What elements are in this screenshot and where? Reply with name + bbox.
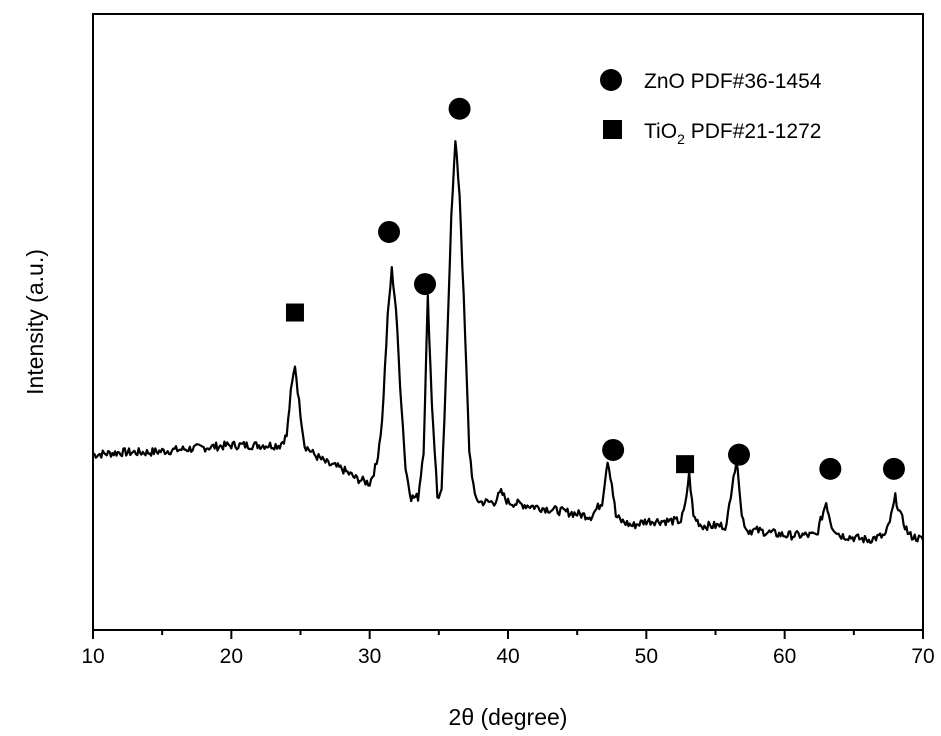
x-axis-tick-labels: 10 20 30 40 50 60 70 xyxy=(81,645,934,668)
zno-peak-marker xyxy=(819,457,842,480)
zno-peak-marker xyxy=(602,438,625,461)
plot-frame xyxy=(92,13,924,631)
legend-circle-icon xyxy=(600,69,622,91)
x-tick-label: 10 xyxy=(81,645,104,668)
zno-peak-marker xyxy=(728,443,751,466)
peak-markers xyxy=(285,97,905,480)
x-axis-title: 2θ (degree) xyxy=(449,704,568,730)
x-axis-ticks xyxy=(92,630,924,639)
legend-label-zno: ZnO PDF#36-1454 xyxy=(644,70,822,93)
zno-peak-marker xyxy=(448,97,471,120)
x-tick-label: 70 xyxy=(911,645,934,668)
tio2-peak-marker xyxy=(285,303,304,322)
xrd-pattern-line xyxy=(92,140,925,544)
x-tick-label: 30 xyxy=(358,645,381,668)
legend-square-icon xyxy=(603,120,622,139)
tio2-peak-marker xyxy=(676,455,695,474)
x-tick-label: 60 xyxy=(773,645,796,668)
zno-peak-marker xyxy=(378,220,401,243)
x-tick-label: 40 xyxy=(496,645,519,668)
x-tick-label: 20 xyxy=(220,645,243,668)
legend-label-tio2: TiO2 PDF#21-1272 xyxy=(644,120,821,147)
zno-peak-marker xyxy=(882,457,905,480)
zno-peak-marker xyxy=(414,273,436,296)
legend: ZnO PDF#36-1454 TiO2 PDF#21-1272 xyxy=(600,69,822,147)
x-tick-label: 50 xyxy=(635,645,658,668)
y-axis-title: Intensity (a.u.) xyxy=(22,249,48,395)
